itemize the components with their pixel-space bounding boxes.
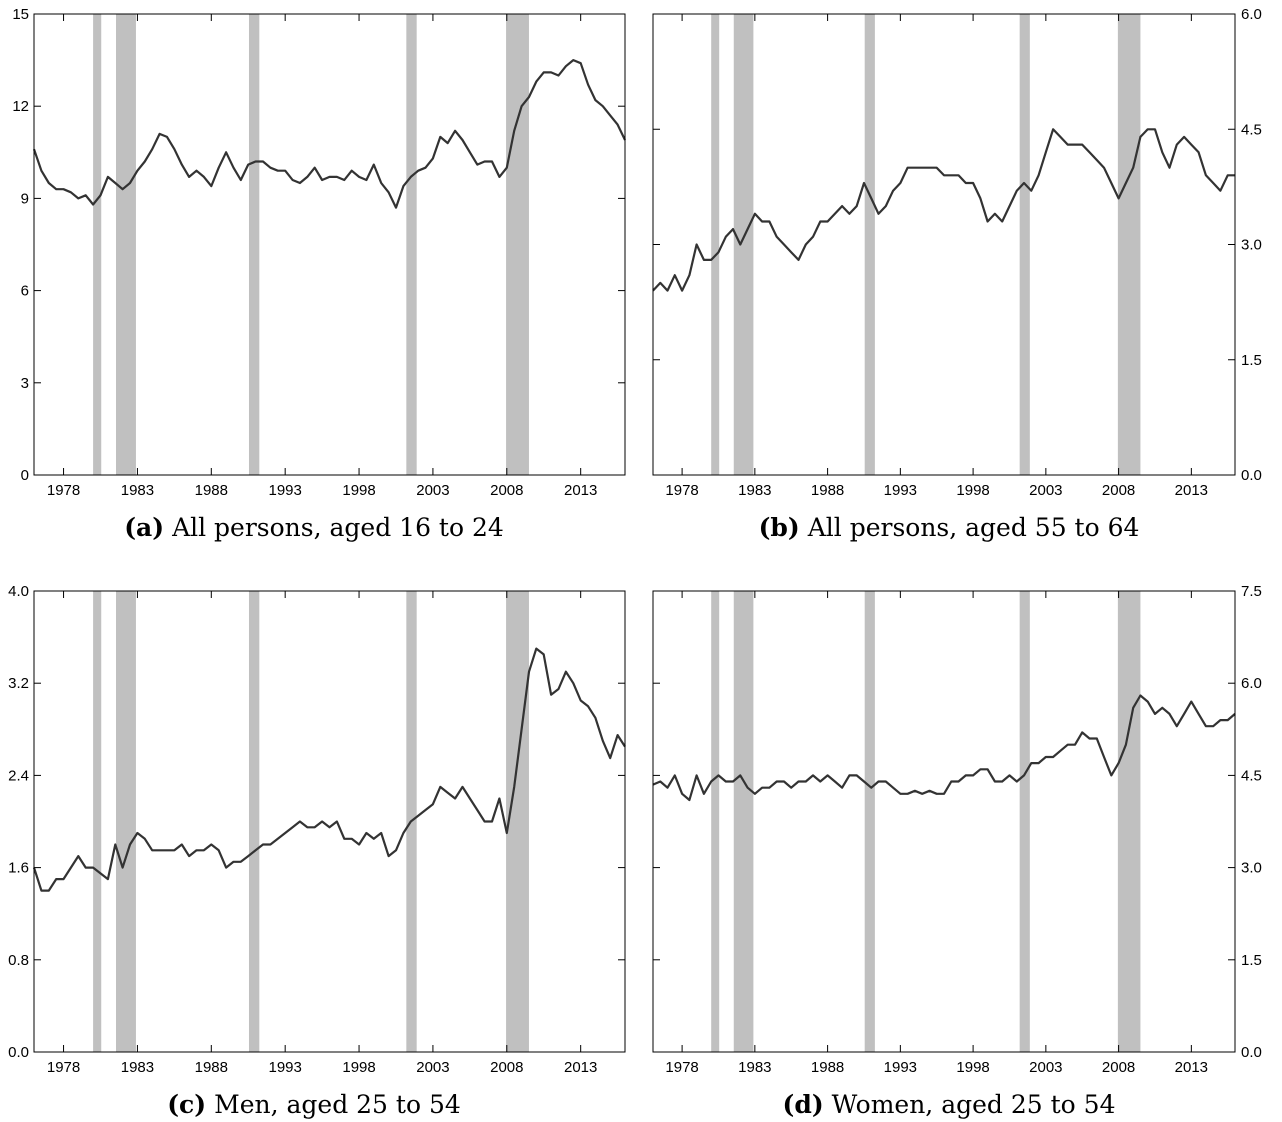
x-tick-label-d-1983: 1983 [738, 1059, 771, 1076]
y-tick-label-d-1: 1.5 [1241, 952, 1262, 969]
y-tick-label-a-4: 12 [12, 98, 29, 115]
y-tick-label-c-4: 3.2 [8, 675, 29, 692]
plot-frame-a [33, 13, 626, 476]
recession-band-a-1 [93, 14, 102, 475]
series-line-b [652, 128, 1235, 292]
recession-band-c-1 [93, 591, 102, 1052]
x-tick-label-c-2013: 2013 [564, 1059, 597, 1076]
y-tick-label-b-2: 3.0 [1241, 237, 1262, 254]
x-tick-label-d-1978: 1978 [665, 1059, 698, 1076]
y-tick-label-d-0: 0.0 [1241, 1044, 1262, 1061]
y-tick-label-b-1: 1.5 [1241, 352, 1262, 369]
x-tick-label-d-2008: 2008 [1102, 1059, 1135, 1076]
x-tick-label-d-1988: 1988 [811, 1059, 844, 1076]
caption-b: (b) All persons, aged 55 to 64 [759, 513, 1140, 542]
x-tick-label-a-2013: 2013 [564, 482, 597, 499]
x-tick-label-c-1983: 1983 [121, 1059, 154, 1076]
plot-frame-d [652, 590, 1236, 1053]
series-line-d [652, 694, 1236, 802]
y-tick-label-b-4: 6.0 [1241, 6, 1262, 23]
recession-band-b-1 [711, 14, 720, 475]
x-tick-label-b-1998: 1998 [956, 482, 989, 499]
caption-d-text: Women, aged 25 to 54 [832, 1090, 1116, 1119]
x-tick-label-c-1998: 1998 [342, 1059, 375, 1076]
y-tick-label-a-0: 0 [21, 467, 29, 484]
y-tick-label-c-5: 4.0 [8, 583, 29, 600]
y-tick-label-b-0: 0.0 [1241, 467, 1262, 484]
series-line-c [32, 647, 626, 892]
y-tick-label-c-3: 2.4 [8, 767, 29, 784]
x-tick-label-c-2008: 2008 [490, 1059, 523, 1076]
x-tick-label-c-1988: 1988 [195, 1059, 228, 1076]
caption-a-text: All persons, aged 16 to 24 [171, 513, 504, 542]
x-tick-label-b-1988: 1988 [811, 482, 844, 499]
x-tick-label-b-1993: 1993 [884, 482, 917, 499]
x-tick-label-c-1993: 1993 [268, 1059, 301, 1076]
y-tick-label-d-4: 6.0 [1241, 675, 1262, 692]
recession-band-b-4 [1019, 14, 1030, 475]
y-tick-label-d-3: 4.5 [1241, 767, 1262, 784]
y-tick-label-a-3: 9 [21, 190, 29, 207]
x-tick-label-a-1988: 1988 [195, 482, 228, 499]
recession-band-a-4 [406, 14, 417, 475]
x-tick-label-a-1998: 1998 [342, 482, 375, 499]
caption-a: (a) All persons, aged 16 to 24 [124, 513, 504, 542]
caption-b-text: All persons, aged 55 to 64 [807, 513, 1140, 542]
recession-band-b-5 [1117, 14, 1141, 475]
y-tick-label-a-5: 15 [12, 6, 29, 23]
y-tick-label-d-5: 7.5 [1241, 583, 1262, 600]
recession-band-b-3 [864, 14, 875, 475]
plot-frame-c [33, 590, 626, 1053]
x-tick-label-d-2003: 2003 [1029, 1059, 1062, 1076]
x-tick-label-c-1978: 1978 [47, 1059, 80, 1076]
recession-band-c-5 [506, 591, 529, 1052]
panel-c: (c) Men, aged 25 to 54 1978 1983 1988 1993 19… [8, 583, 626, 1119]
series-line-a [32, 59, 626, 209]
caption-c: (c) Men, aged 25 to 54 [167, 1090, 461, 1119]
recession-band-c-2 [116, 591, 136, 1052]
y-tick-label-a-1: 3 [21, 375, 29, 392]
panel-a: (a) All persons, aged 16 to 24 1978 1983 19… [12, 6, 626, 542]
y-tick-label-c-2: 1.6 [8, 860, 29, 877]
recession-band-d-3 [864, 591, 875, 1052]
x-tick-label-c-2003: 2003 [416, 1059, 449, 1076]
recession-band-a-5 [506, 14, 529, 475]
recession-band-d-5 [1117, 591, 1141, 1052]
x-tick-label-a-2008: 2008 [490, 482, 523, 499]
x-tick-label-a-1983: 1983 [121, 482, 154, 499]
x-tick-label-d-1993: 1993 [884, 1059, 917, 1076]
y-tick-label-d-2: 3.0 [1241, 860, 1262, 877]
caption-c-text: Men, aged 25 to 54 [214, 1090, 461, 1119]
recession-band-c-3 [248, 591, 260, 1052]
panel-d: (d) Women, aged 25 to 54 1978 1983 1988 1993… [652, 583, 1262, 1119]
recession-band-a-3 [248, 14, 260, 475]
x-tick-label-b-2013: 2013 [1175, 482, 1208, 499]
x-tick-label-d-1998: 1998 [956, 1059, 989, 1076]
recession-band-d-4 [1019, 591, 1030, 1052]
y-tick-label-c-1: 0.8 [8, 952, 29, 969]
recession-band-d-1 [711, 591, 720, 1052]
recession-band-b-2 [733, 14, 754, 475]
x-tick-label-b-1983: 1983 [738, 482, 771, 499]
x-tick-label-a-1978: 1978 [47, 482, 80, 499]
x-tick-label-b-2003: 2003 [1029, 482, 1062, 499]
recession-band-a-2 [116, 14, 136, 475]
y-tick-label-a-2: 6 [21, 283, 29, 300]
x-tick-label-d-2013: 2013 [1175, 1059, 1208, 1076]
caption-d: (d) Women, aged 25 to 54 [783, 1090, 1116, 1119]
y-tick-label-c-0: 0.0 [8, 1044, 29, 1061]
x-tick-label-b-2008: 2008 [1102, 482, 1135, 499]
recession-band-d-2 [733, 591, 754, 1052]
panel-b: (b) All persons, aged 55 to 64 1978 1983 19… [652, 6, 1262, 542]
x-tick-label-a-2003: 2003 [416, 482, 449, 499]
y-tick-label-b-3: 4.5 [1241, 121, 1262, 138]
x-tick-label-b-1978: 1978 [665, 482, 698, 499]
x-tick-label-a-1993: 1993 [268, 482, 301, 499]
